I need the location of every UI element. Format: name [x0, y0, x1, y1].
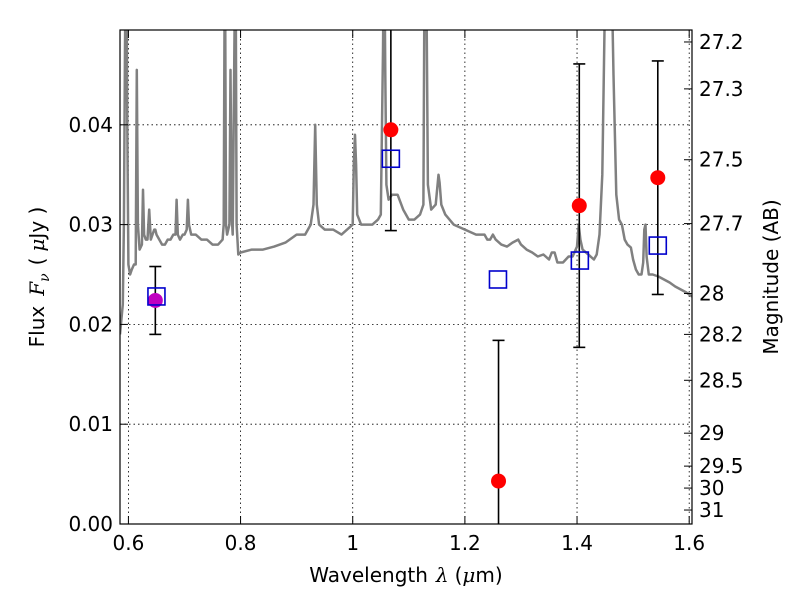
- x-tick-label: 1: [346, 531, 359, 555]
- y-tick-label: 0.00: [68, 512, 113, 536]
- plot-frame: [119, 29, 693, 525]
- y2-tick-label: 27.7: [699, 212, 744, 236]
- model-point: [570, 251, 590, 270]
- measured-point: [491, 473, 507, 489]
- measured-point: [571, 198, 587, 214]
- y-axis-label: FluxFν(μJy ): [25, 207, 53, 348]
- y-tick-label: 0.03: [68, 213, 113, 237]
- y2-axis-label: Magnitude (AB): [759, 199, 783, 354]
- measured-point: [383, 122, 399, 138]
- y2-tick-label: 28: [699, 281, 724, 305]
- ticks: [120, 30, 692, 525]
- y-tick-label: 0.01: [68, 412, 113, 436]
- x-tick-label: 1.6: [673, 531, 705, 555]
- measured-point: [650, 170, 666, 186]
- model-layer: [147, 149, 668, 306]
- y2-tick-label: 30: [699, 476, 724, 500]
- x-tick-label: 1.2: [449, 531, 481, 555]
- y2-tick-label: 28.5: [699, 368, 744, 392]
- y2-tick-label: 28.2: [699, 322, 744, 346]
- x-tick-label: 0.8: [225, 531, 257, 555]
- model-point: [648, 236, 668, 255]
- y2-tick-label: 27.3: [699, 77, 744, 101]
- x-axis-label: Wavelength λ (μm): [309, 563, 502, 587]
- spectrum-layer: [120, 30, 692, 335]
- y2-tick-label: 29.5: [699, 454, 744, 478]
- model-point: [488, 270, 508, 289]
- model-point: [381, 149, 401, 169]
- tick-labels: 0.6 0.8 1 1.2 1.4 1.6 0.00 0.01 0.02 0.03 0.04 27.2…: [68, 30, 743, 555]
- y-tick-label: 0.04: [68, 113, 113, 137]
- y2-tick-label: 31: [699, 498, 724, 522]
- y2-tick-label: 27.2: [699, 30, 744, 54]
- y2-tick-label: 29: [699, 421, 724, 445]
- x-tick-label: 1.4: [561, 531, 593, 555]
- x-tick-label: 0.6: [113, 531, 145, 555]
- spectrum-line: [120, 30, 692, 335]
- y-tick-label: 0.02: [68, 312, 113, 336]
- model-point: [147, 287, 166, 306]
- y2-tick-label: 27.5: [699, 148, 744, 172]
